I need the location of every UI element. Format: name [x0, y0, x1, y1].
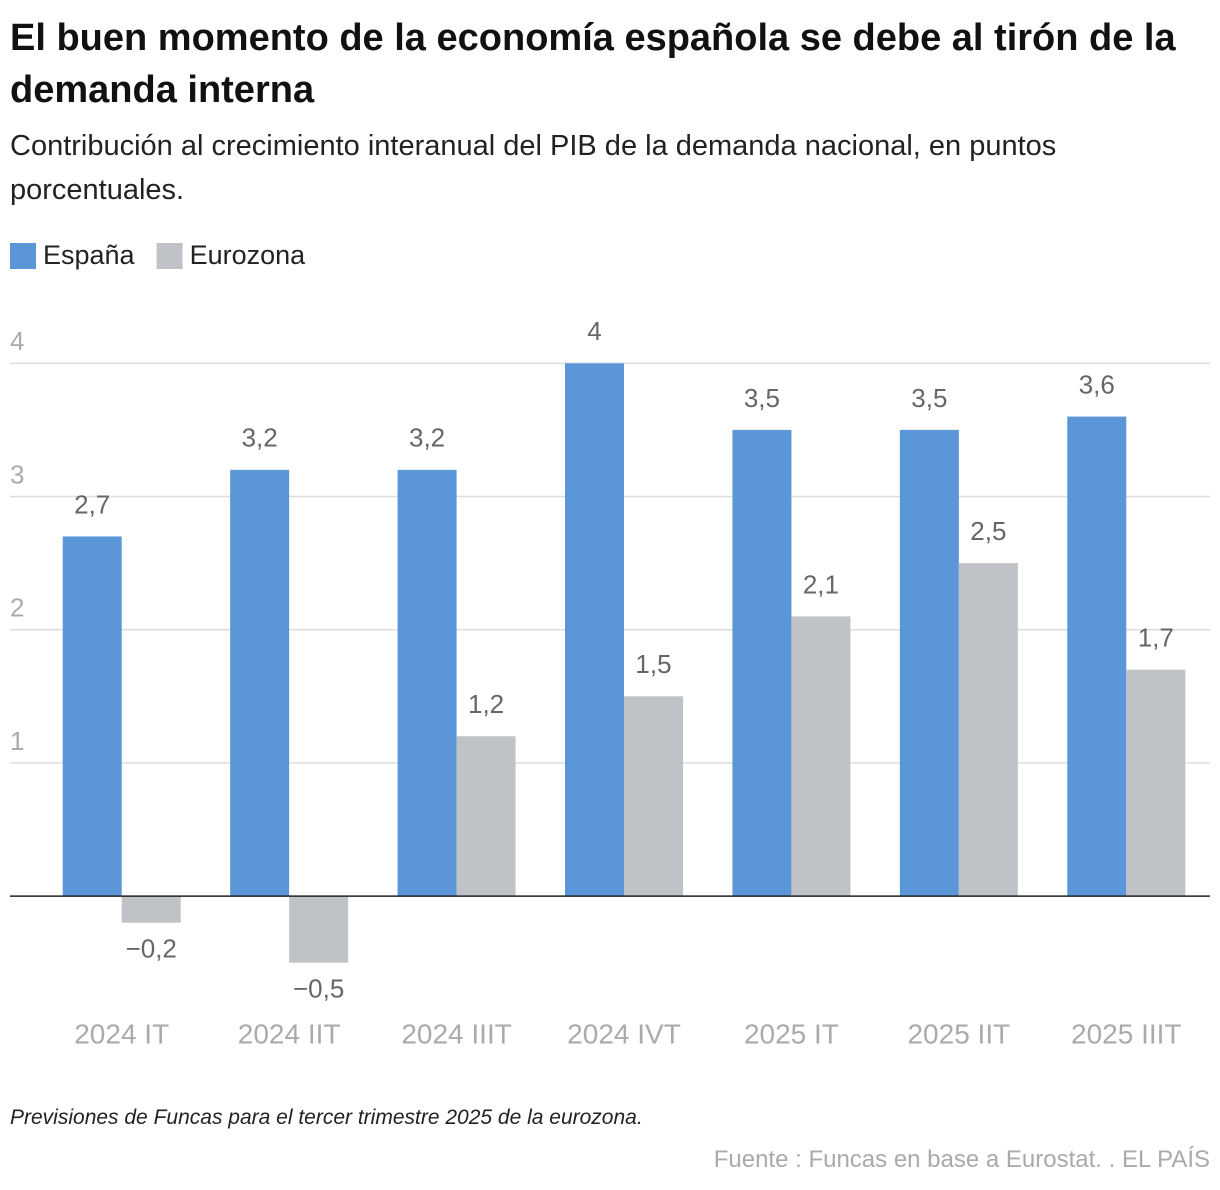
bar: [732, 429, 792, 897]
bar: [289, 896, 349, 963]
bar: [62, 536, 122, 897]
value-label: 2,1: [803, 569, 839, 599]
bar: [791, 616, 851, 897]
legend-swatch: [10, 243, 36, 269]
x-tick-label: 2024 IIIT: [401, 1018, 512, 1049]
legend-label: Eurozona: [190, 240, 307, 270]
value-label: 1,2: [468, 689, 504, 719]
value-label: 1,5: [635, 649, 671, 679]
value-label: −0,5: [293, 974, 344, 1004]
bar: [565, 363, 624, 897]
bar: [121, 896, 181, 923]
value-label: 4: [587, 316, 601, 346]
value-label: 3,5: [744, 383, 780, 413]
bar: [899, 429, 959, 897]
y-tick-label: 4: [10, 326, 24, 356]
chart-title: El buen momento de la economía española …: [10, 17, 1176, 111]
value-label: 3,2: [409, 423, 445, 453]
bar: [456, 736, 516, 897]
legend-label: España: [43, 240, 136, 270]
x-tick-label: 2024 IIT: [238, 1018, 341, 1049]
y-tick-label: 3: [10, 459, 24, 489]
bar: [958, 563, 1018, 897]
chart: España Eurozona 1 2 3 4 2,7 −0,2 2024 IT 3,2 −0,5 2…: [10, 240, 1210, 1049]
x-tick-label: 2025 IIIT: [1071, 1018, 1182, 1049]
legend-swatch: [156, 243, 183, 269]
note: Previsiones de Funcas para el tercer tri…: [10, 1106, 643, 1129]
y-tick-label: 1: [10, 726, 24, 756]
x-tick-label: 2025 IT: [744, 1018, 839, 1049]
value-label: 2,7: [74, 489, 110, 519]
y-tick-label: 2: [10, 593, 24, 623]
value-label: 3,6: [1079, 369, 1115, 399]
bar: [1067, 416, 1127, 897]
x-tick-label: 2024 IT: [74, 1018, 169, 1049]
value-label: 2,5: [970, 516, 1006, 546]
bar: [397, 469, 457, 897]
x-tick-label: 2024 IVT: [567, 1018, 681, 1049]
bar: [624, 696, 683, 897]
value-label: 3,5: [911, 383, 947, 413]
x-tick-label: 2025 IIT: [907, 1018, 1010, 1049]
chart-subtitle: Contribución al crecimiento interanual d…: [10, 130, 1057, 206]
bar: [1126, 669, 1186, 897]
bar: [230, 469, 290, 897]
value-label: 1,7: [1138, 623, 1174, 653]
source: Fuente : Funcas en base a Eurostat. . EL…: [713, 1146, 1210, 1173]
value-label: −0,2: [126, 934, 177, 964]
value-label: 3,2: [242, 423, 278, 453]
